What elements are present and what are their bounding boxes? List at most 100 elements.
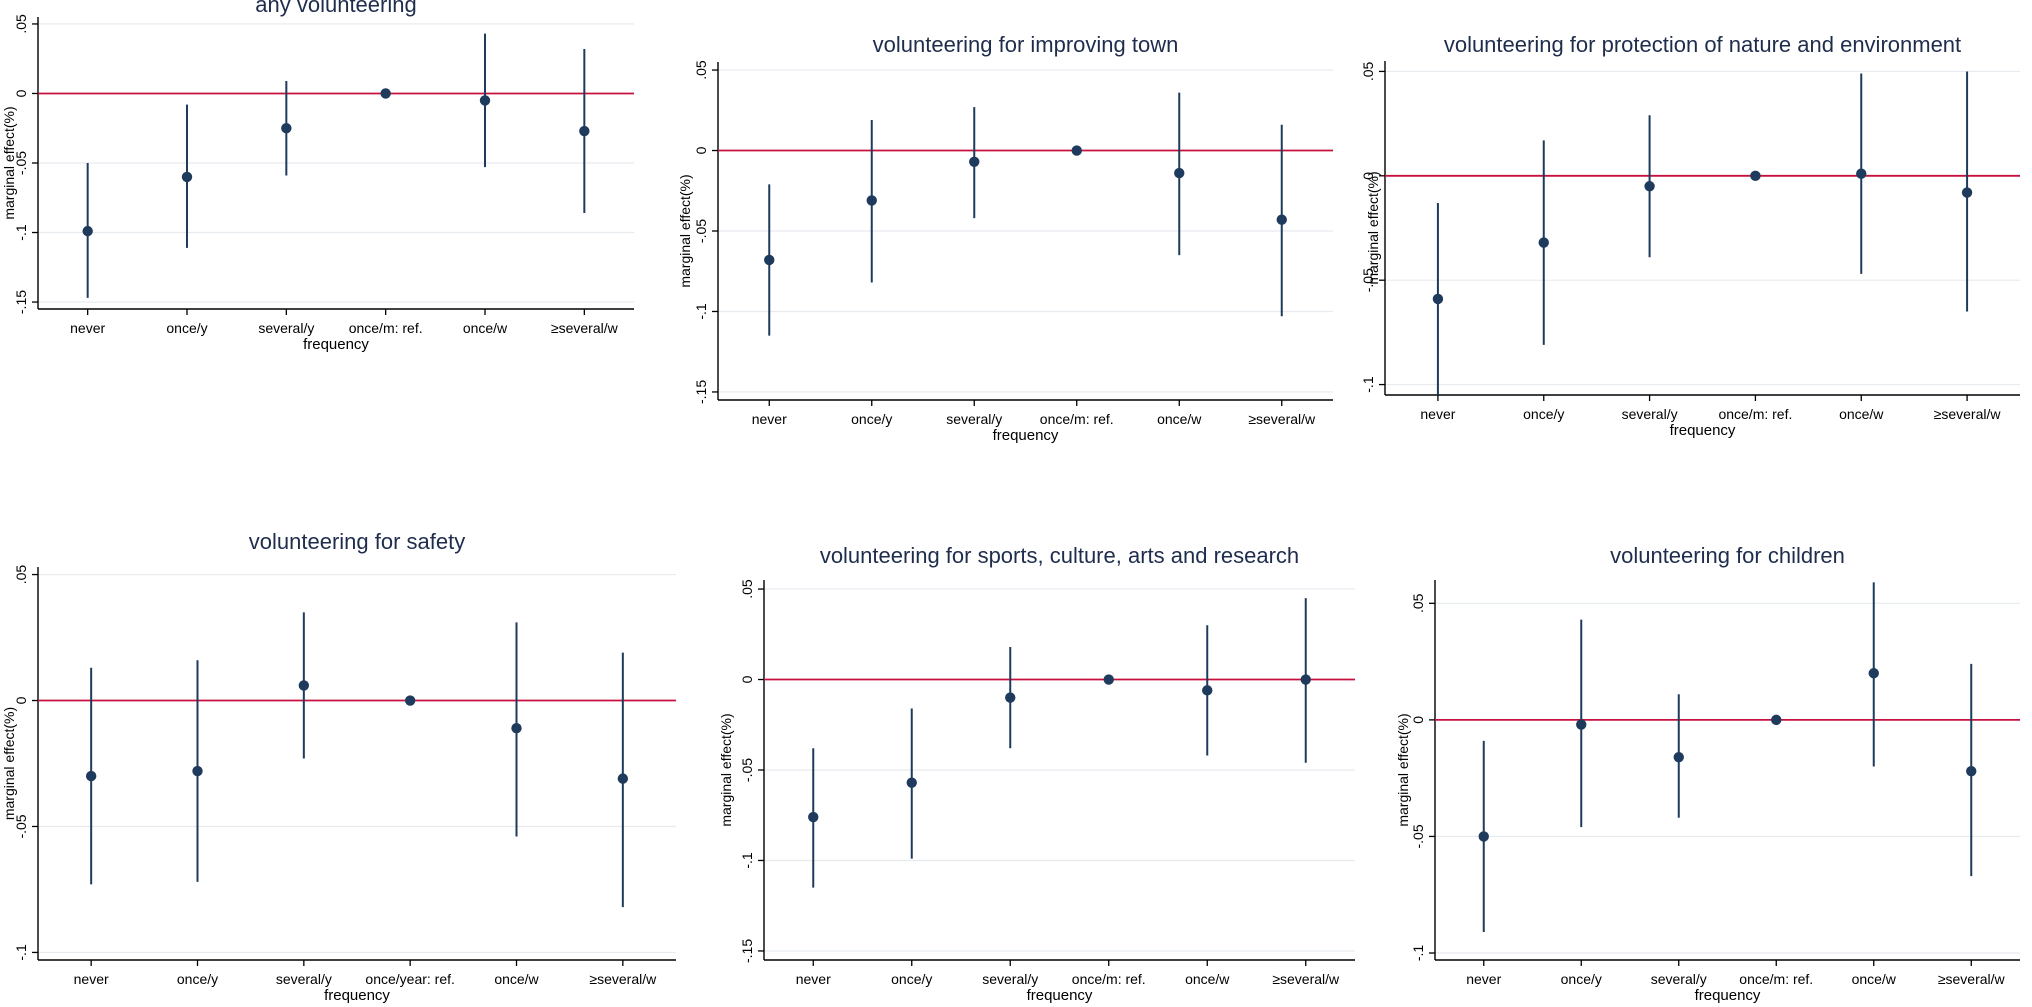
y-tick-label: -.05 <box>13 151 29 175</box>
y-tick-label: -.05 <box>1360 268 1376 292</box>
y-tick-label: 0 <box>13 696 29 704</box>
data-point <box>1174 167 1185 179</box>
x-tick-label: once/w <box>494 971 539 987</box>
data-point <box>1868 668 1879 679</box>
x-tick-label: several/y <box>276 971 332 987</box>
data-point <box>1771 714 1782 726</box>
x-tick-label: several/y <box>1651 971 1707 987</box>
data-point <box>1673 751 1684 763</box>
y-tick-label: -.15 <box>739 939 755 963</box>
data-point <box>404 695 416 706</box>
y-tick-label: -.05 <box>693 219 709 243</box>
y-tick-label: 0 <box>13 89 29 97</box>
y-axis-label: marginal effect(%) <box>1 106 17 219</box>
y-tick-label: 0 <box>693 146 709 154</box>
x-tick-label: ≥several/w <box>1938 971 2006 987</box>
y-tick-label: -.1 <box>13 944 29 961</box>
y-tick-label: -.05 <box>1410 824 1426 848</box>
y-tick-label: .05 <box>13 14 29 34</box>
data-point <box>82 225 93 237</box>
y-tick-label: .05 <box>1360 61 1376 81</box>
data-point <box>1856 168 1867 179</box>
y-tick-label: .05 <box>739 579 755 599</box>
x-tick-label: ≥several/w <box>551 320 619 336</box>
x-tick-label: never <box>1466 971 1501 987</box>
data-point <box>479 95 491 106</box>
x-axis-label: frequency <box>324 987 390 1004</box>
data-point <box>1300 674 1311 685</box>
data-point <box>1071 145 1082 156</box>
y-tick-label: -.05 <box>13 814 29 838</box>
x-tick-label: once/w <box>463 320 508 336</box>
data-point <box>192 765 203 777</box>
panel-2: .05 0 -.05 -.1 -.15 never once/y several/y once/… <box>677 32 1333 444</box>
x-tick-label: several/y <box>946 411 1002 427</box>
x-tick-label: several/y <box>1622 406 1678 422</box>
x-tick-label: once/y <box>1523 406 1564 422</box>
data-point <box>1276 214 1287 225</box>
y-axis-label: marginal effect(%) <box>718 713 734 826</box>
chart-title: any volunteering <box>255 0 416 17</box>
y-tick-label: -.1 <box>13 224 29 241</box>
x-tick-label: never <box>796 971 831 987</box>
data-point <box>866 195 877 206</box>
data-point <box>906 777 917 788</box>
data-point <box>1432 293 1444 305</box>
y-tick-label: -.1 <box>1360 376 1376 393</box>
x-tick-label: never <box>74 971 109 987</box>
data-point <box>1750 170 1761 182</box>
panel-5: .05 0 -.05 -.1 -.15 never once/y several/y once/… <box>718 543 1355 1004</box>
x-tick-label: once/m: ref. <box>1739 971 1813 987</box>
x-tick-label: never <box>70 320 105 336</box>
data-point <box>1644 181 1655 192</box>
data-point <box>808 811 819 823</box>
x-tick-label: never <box>1420 406 1455 422</box>
x-tick-label: once/m: ref. <box>1040 411 1114 427</box>
y-tick-label: -.1 <box>1410 945 1426 962</box>
data-point <box>1005 692 1016 703</box>
y-tick-label: 0 <box>1410 716 1426 724</box>
data-point <box>579 125 590 137</box>
y-tick-label: -.15 <box>13 290 29 314</box>
x-tick-label: once/w <box>1839 406 1884 422</box>
x-tick-label: once/w <box>1157 411 1202 427</box>
x-tick-label: once/y <box>891 971 932 987</box>
y-tick-label: -.15 <box>693 380 709 404</box>
x-tick-label: once/year: ref. <box>365 971 455 987</box>
panel-1: .05 0 -.05 -.1 -.15 never once/y several/y once/… <box>1 0 634 353</box>
chart-title: volunteering for children <box>1610 543 1845 568</box>
panel-3: .05 0 -.05 -.1 never once/y several/y once/m: r… <box>1360 32 2020 439</box>
chart-title: volunteering for protection of nature an… <box>1444 32 1961 57</box>
x-axis-label: frequency <box>1027 987 1093 1004</box>
data-point <box>1202 685 1213 696</box>
x-tick-label: once/w <box>1185 971 1230 987</box>
x-tick-label: ≥several/w <box>1934 406 2002 422</box>
chart-title: volunteering for improving town <box>873 32 1179 57</box>
x-tick-label: several/y <box>982 971 1038 987</box>
data-point <box>281 123 292 134</box>
x-tick-label: ≥several/w <box>1248 411 1316 427</box>
y-axis-label: marginal effect(%) <box>1 707 17 820</box>
x-tick-label: once/m: ref. <box>349 320 423 336</box>
data-point <box>764 254 775 266</box>
y-axis-label: marginal effect(%) <box>677 174 693 287</box>
x-tick-label: once/m: ref. <box>1072 971 1146 987</box>
chart-title: volunteering for sports, culture, arts a… <box>820 543 1299 568</box>
y-tick-label: 0 <box>739 675 755 683</box>
data-point <box>1478 831 1489 842</box>
x-tick-label: once/w <box>1852 971 1897 987</box>
x-axis-label: frequency <box>303 336 369 353</box>
y-tick-label: -.1 <box>693 303 709 320</box>
panel-6: .05 0 -.05 -.1 never once/y several/y once/m: r… <box>1395 543 2020 1004</box>
y-axis-label: marginal effect(%) <box>1395 713 1411 826</box>
x-axis-label: frequency <box>1695 987 1761 1004</box>
data-point <box>298 680 310 691</box>
data-point <box>1966 765 1977 777</box>
x-axis-label: frequency <box>1670 422 1736 439</box>
data-point <box>181 171 193 183</box>
y-tick-label: -.1 <box>739 852 755 869</box>
y-tick-label: .05 <box>693 60 709 80</box>
x-tick-label: once/y <box>851 411 892 427</box>
x-tick-label: ≥several/w <box>589 971 657 987</box>
